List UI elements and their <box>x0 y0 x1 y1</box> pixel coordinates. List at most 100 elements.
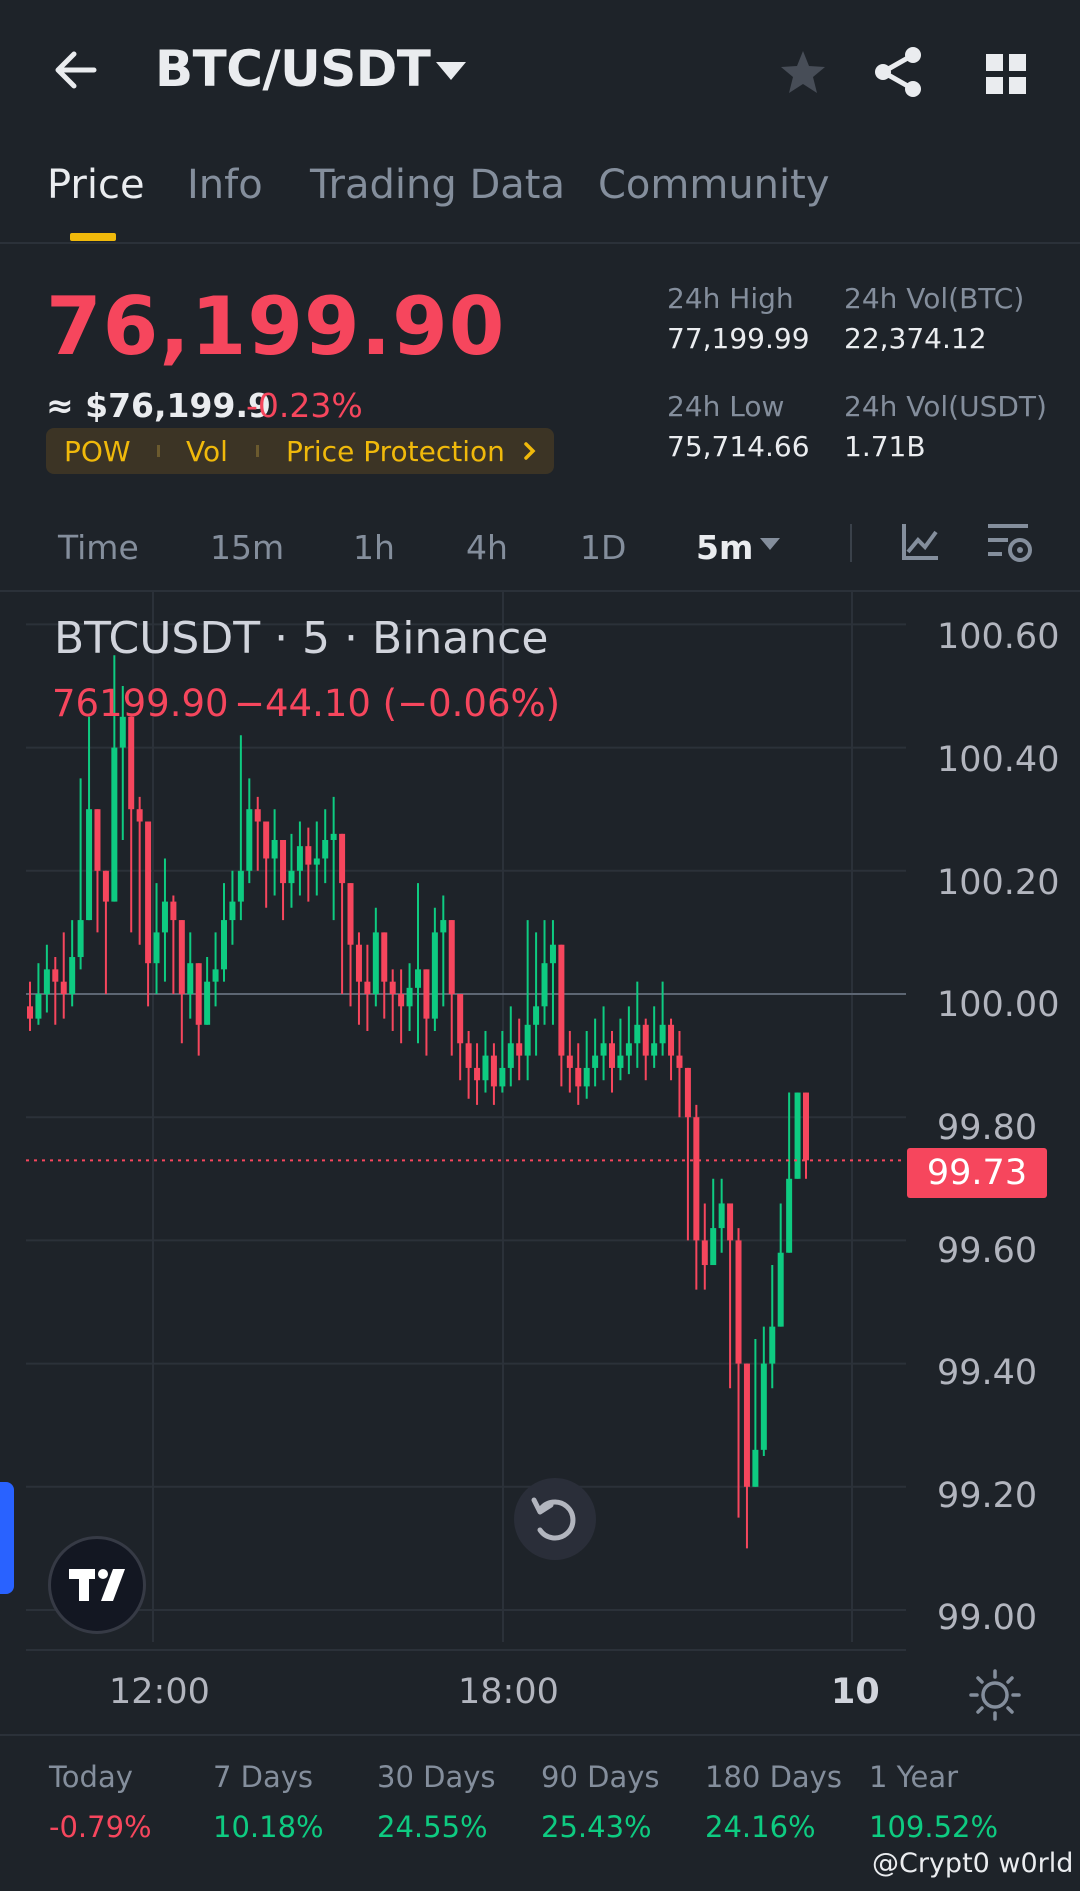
interval-4h[interactable]: 4h <box>466 528 508 567</box>
perf-value: -0.79% <box>49 1810 152 1844</box>
candle-body <box>322 840 329 859</box>
perf-label: 1 Year <box>869 1760 959 1794</box>
candle-body <box>389 981 396 994</box>
candle-body <box>305 846 312 865</box>
candle-body <box>423 969 430 1019</box>
y-tick: 99.20 <box>937 1476 1038 1516</box>
candle-body <box>625 1043 632 1056</box>
stat-label-24h-high: 24h High <box>667 282 794 315</box>
tag-price-protection[interactable]: Price Protection <box>286 435 505 468</box>
candle-body <box>777 1252 784 1327</box>
star-icon[interactable] <box>778 48 828 98</box>
candle-body <box>119 716 126 748</box>
candle-body <box>246 809 253 871</box>
divider <box>0 242 1080 244</box>
candle-body <box>372 932 379 994</box>
stat-label-24h-vol-usdt: 24h Vol(USDT) <box>844 390 1047 423</box>
candle-body <box>229 901 236 921</box>
interval-selected[interactable]: 5m <box>696 528 754 567</box>
tag-bar[interactable] <box>46 428 554 474</box>
perf-value: 109.52% <box>869 1810 999 1844</box>
caret-down-icon[interactable] <box>436 62 466 80</box>
current-price-label: 99.73 <box>907 1148 1047 1198</box>
tab-info[interactable]: Info <box>187 162 263 208</box>
candle-body <box>221 920 227 970</box>
side-panel-toggle[interactable] <box>0 1482 14 1594</box>
chevron-right-icon[interactable] <box>520 440 540 462</box>
candle-body <box>170 901 177 921</box>
chart-settings-icon[interactable] <box>986 520 1034 566</box>
candle-body <box>43 969 50 994</box>
candle-body <box>684 1067 691 1118</box>
interval-15m[interactable]: 15m <box>210 528 285 567</box>
candle-body <box>111 747 118 902</box>
sun-icon[interactable] <box>968 1668 1022 1722</box>
grid-icon[interactable] <box>984 52 1028 96</box>
tag-separator <box>157 445 160 457</box>
candle-body <box>381 932 388 982</box>
candle-body <box>701 1240 708 1266</box>
candle-body <box>145 821 152 964</box>
candle-body <box>524 1024 531 1056</box>
interval-1d[interactable]: 1D <box>580 528 627 567</box>
candle-body <box>490 1055 497 1087</box>
candle-body <box>128 716 135 810</box>
tradingview-logo-icon[interactable] <box>48 1536 146 1634</box>
candle-body <box>609 1043 615 1068</box>
perf-value: 24.55% <box>377 1810 488 1844</box>
candle-body <box>35 994 42 1019</box>
y-tick: 100.60 <box>937 617 1060 657</box>
candle-body <box>195 963 202 1025</box>
candle-body <box>398 994 405 1007</box>
candle-body <box>769 1326 776 1364</box>
perf-value: 10.18% <box>213 1810 324 1844</box>
stat-value-24h-vol-btc: 22,374.12 <box>844 322 987 355</box>
tab-price[interactable]: Price <box>47 162 145 208</box>
y-tick: 100.40 <box>937 740 1060 780</box>
stat-value-24h-vol-usdt: 1.71B <box>844 430 926 463</box>
back-arrow-icon[interactable] <box>48 42 104 98</box>
y-tick: 99.60 <box>937 1231 1038 1271</box>
share-icon[interactable] <box>873 46 923 98</box>
pair-title[interactable]: BTC/USDT <box>155 40 431 98</box>
y-tick: 100.20 <box>937 863 1060 903</box>
candle-body <box>457 994 464 1044</box>
perf-label: 30 Days <box>377 1760 496 1794</box>
candle-body <box>296 846 303 871</box>
candle-body <box>794 1092 801 1179</box>
candle-body <box>94 809 101 871</box>
candle-body <box>60 981 67 994</box>
y-tick: 99.00 <box>937 1598 1038 1638</box>
candle-body <box>465 1043 472 1068</box>
candle-body <box>212 969 219 982</box>
candle-body <box>533 1006 540 1025</box>
reset-chart-button[interactable] <box>514 1478 596 1560</box>
candle-body <box>760 1363 767 1450</box>
caret-down-icon[interactable] <box>760 538 780 550</box>
candle-body <box>204 981 211 1025</box>
candle-body <box>541 963 548 1007</box>
candle-body <box>558 944 565 1056</box>
candle-body <box>693 1117 700 1241</box>
tab-trading-data[interactable]: Trading Data <box>310 162 565 208</box>
perf-value: 24.16% <box>705 1810 816 1844</box>
candlestick-chart[interactable] <box>0 592 1080 1652</box>
tab-community[interactable]: Community <box>598 162 830 208</box>
chart-title: BTCUSDT · 5 · Binance <box>54 613 549 664</box>
interval-1h[interactable]: 1h <box>353 528 395 567</box>
candle-body <box>178 920 185 994</box>
chart-change: −44.10 (−0.06%) <box>234 682 561 725</box>
x-tick: 12:00 <box>109 1672 210 1712</box>
candle-body <box>406 987 413 1007</box>
interval-time[interactable]: Time <box>58 528 139 567</box>
y-tick: 100.00 <box>937 985 1060 1025</box>
x-tick: 10 <box>831 1672 880 1712</box>
change-percent: -0.23% <box>246 386 363 425</box>
stat-label-24h-vol-btc: 24h Vol(BTC) <box>844 282 1025 315</box>
indicator-icon[interactable] <box>898 520 942 564</box>
candle-body <box>583 1067 590 1087</box>
tag-vol[interactable]: Vol <box>186 435 228 468</box>
tag-separator <box>256 445 259 457</box>
candle-body <box>330 833 337 840</box>
tag-pow[interactable]: POW <box>64 435 131 468</box>
